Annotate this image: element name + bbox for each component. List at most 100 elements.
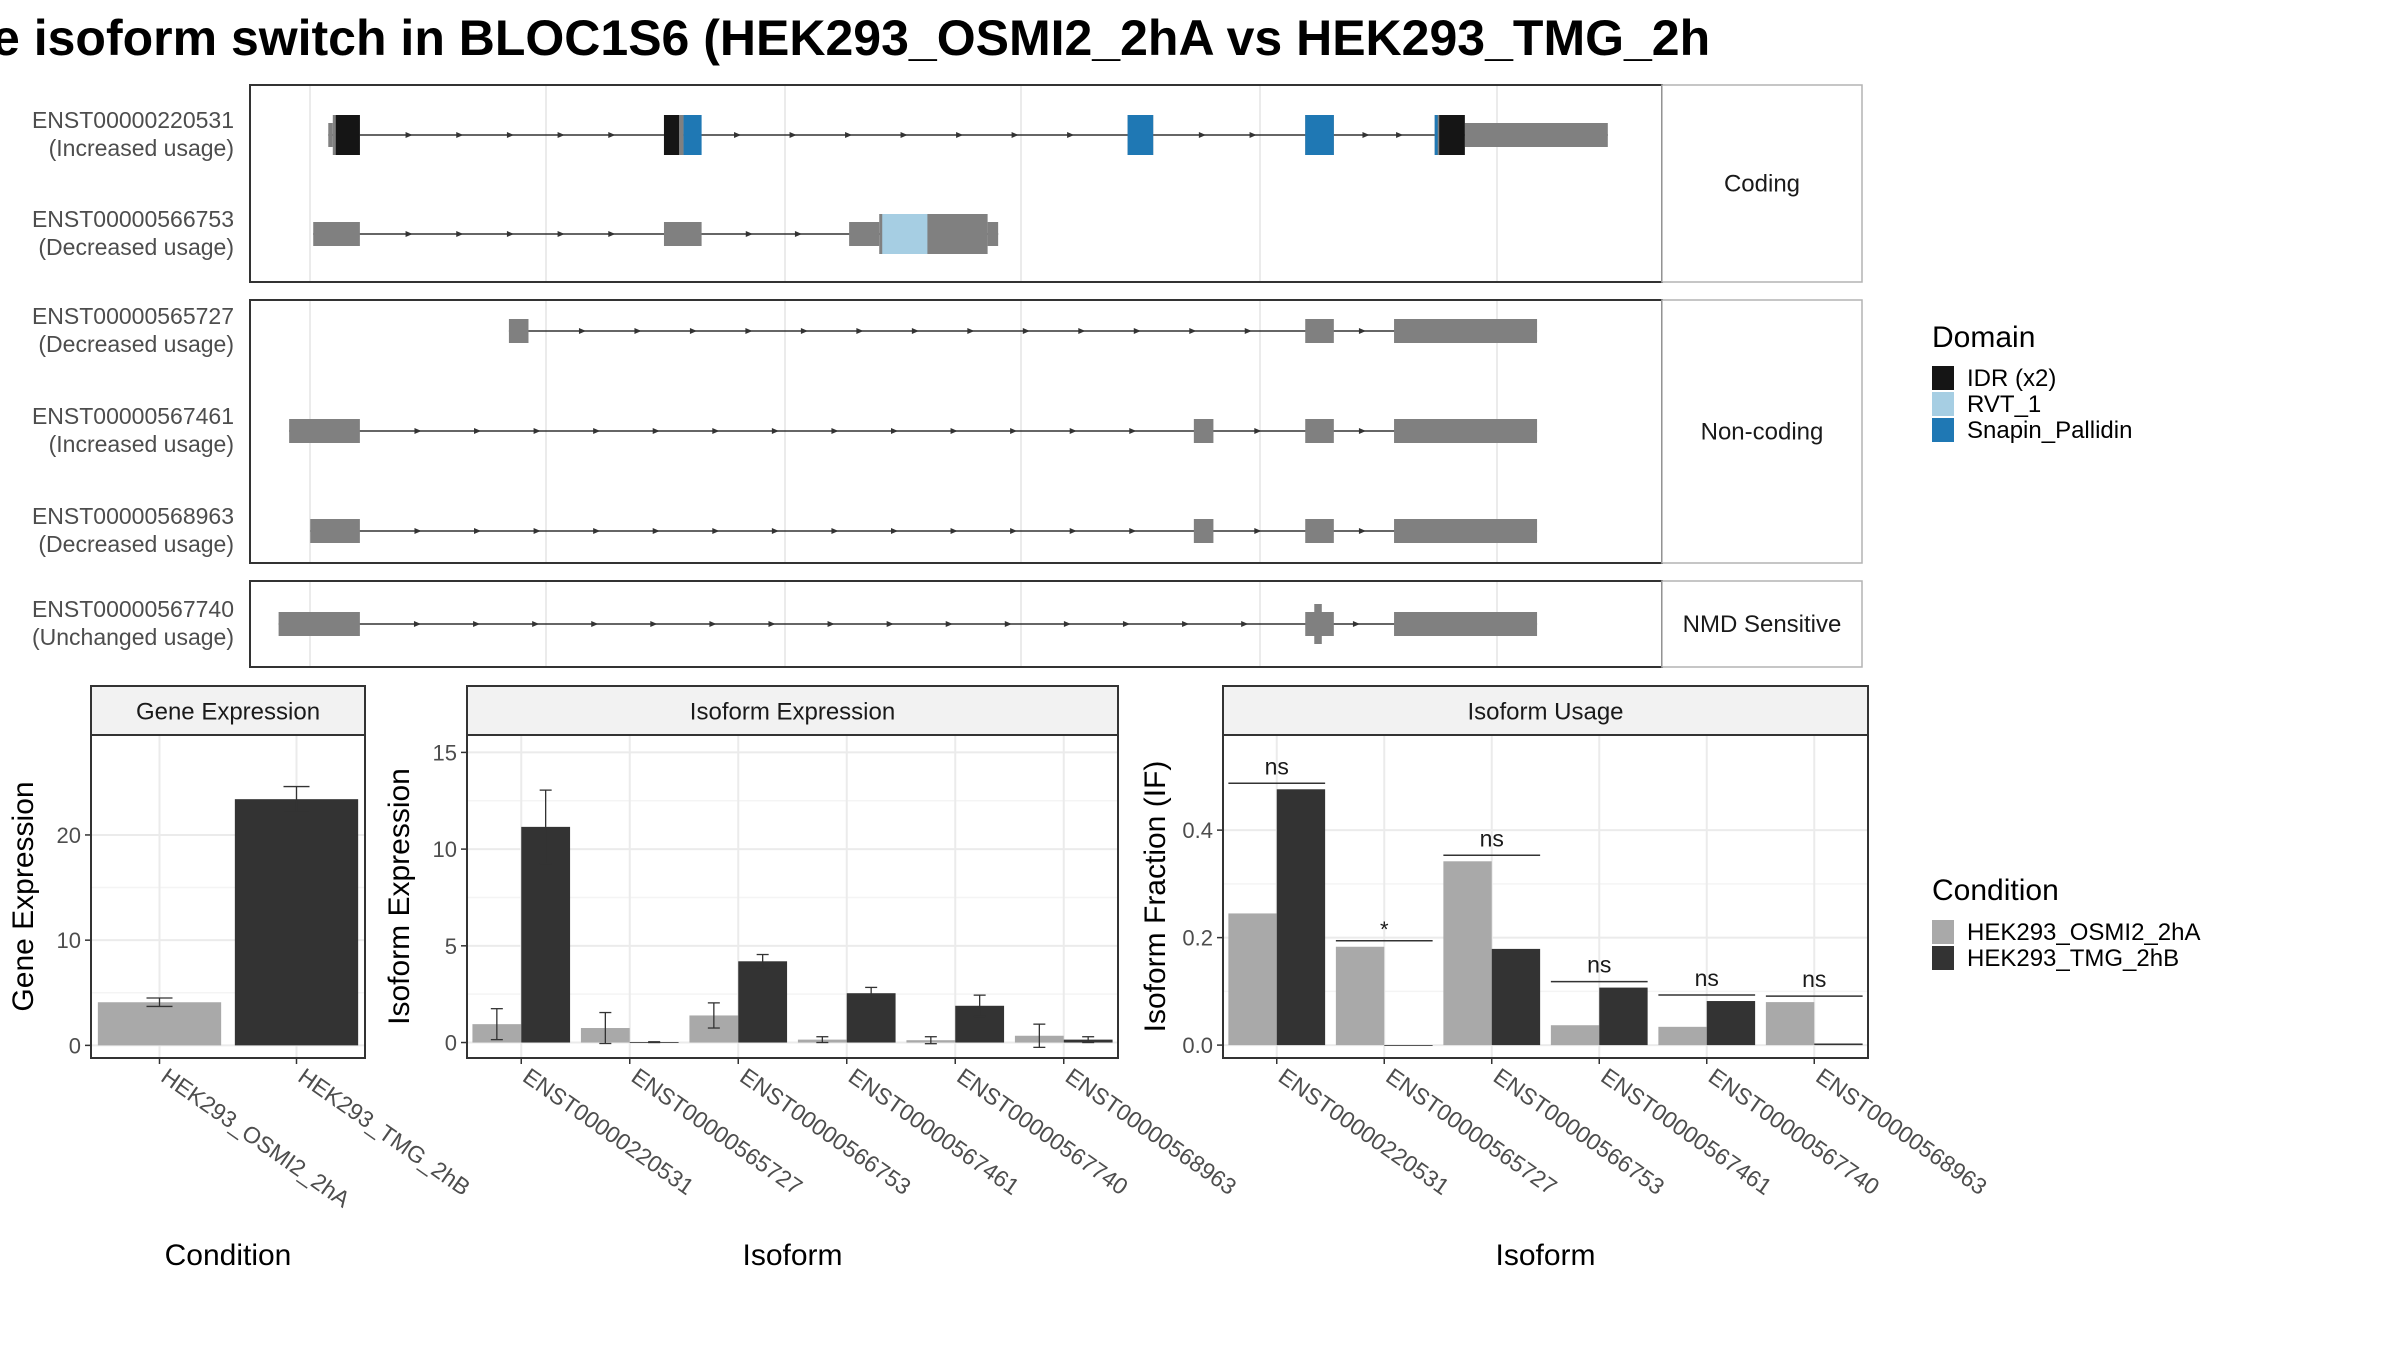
structure-panel: Non-coding ENST00000565727(Decreased usag… — [32, 299, 1863, 564]
direction-arrow — [456, 231, 464, 237]
bar — [1491, 948, 1541, 1046]
direction-arrow — [1352, 621, 1360, 627]
bar — [1658, 1026, 1707, 1046]
utr-exon — [1394, 419, 1538, 443]
significance-label: ns — [1695, 965, 1719, 991]
strip-label: Coding — [1724, 171, 1800, 198]
domain-block — [335, 115, 360, 155]
legend-label: IDR (x2) — [1967, 365, 2056, 392]
bar — [97, 1002, 222, 1046]
direction-arrow — [831, 428, 839, 434]
direction-arrow — [533, 428, 541, 434]
direction-arrow — [1063, 621, 1071, 627]
utr-exon — [1305, 319, 1334, 343]
domain-block — [882, 214, 928, 254]
significance-label: ns — [1802, 966, 1826, 992]
direction-arrow — [1133, 328, 1141, 334]
direction-arrow — [967, 328, 975, 334]
y-axis-title: Gene Expression — [7, 781, 40, 1011]
legend-swatch — [1932, 946, 1954, 970]
utr-exon — [278, 612, 360, 636]
direction-arrow — [1022, 328, 1030, 334]
strip-box — [1661, 299, 1863, 564]
utr-exon — [289, 419, 360, 443]
strip-box — [1661, 84, 1863, 283]
direction-arrow — [712, 428, 720, 434]
utr-exon — [310, 519, 360, 543]
direction-arrow — [886, 621, 894, 627]
legend-swatch — [1932, 366, 1954, 390]
direction-arrow — [771, 428, 779, 434]
direction-arrow — [1067, 132, 1075, 138]
direction-arrow — [533, 528, 541, 534]
direction-arrow — [845, 132, 853, 138]
domain-block — [1127, 115, 1154, 155]
utr-exon — [1193, 419, 1214, 443]
utr-exon — [1305, 519, 1334, 543]
y-tick-label: 15 — [433, 740, 457, 765]
panel-title: Gene Expression — [136, 699, 320, 726]
y-axis-title: Isoform Fraction (IF) — [1139, 761, 1172, 1033]
significance-label: * — [1380, 917, 1389, 942]
utr-exon — [663, 222, 702, 246]
direction-arrow — [1249, 132, 1257, 138]
domain-block — [1305, 115, 1334, 155]
direction-arrow — [1189, 328, 1197, 334]
bar — [738, 961, 788, 1043]
domain-block — [1434, 115, 1438, 155]
direction-arrow — [745, 328, 753, 334]
structure-panel: NMD Sensitive ENST00000567740(Unchanged u… — [32, 580, 1863, 668]
transcript-usage: (Increased usage) — [49, 431, 234, 457]
direction-arrow — [891, 528, 899, 534]
significance-label: ns — [1480, 825, 1504, 851]
utr-exon — [508, 319, 529, 343]
y-tick-label: 0 — [69, 1033, 81, 1058]
direction-arrow — [1182, 621, 1190, 627]
direction-arrow — [1241, 621, 1249, 627]
direction-arrow — [634, 328, 642, 334]
direction-arrow — [1358, 328, 1366, 334]
transcript-track: ENST00000566753(Decreased usage) — [32, 206, 999, 260]
utr-exon — [1394, 612, 1538, 636]
direction-arrow — [474, 428, 482, 434]
direction-arrow — [1122, 621, 1130, 627]
direction-arrow — [1010, 528, 1018, 534]
direction-arrow — [608, 132, 616, 138]
direction-arrow — [1396, 132, 1404, 138]
direction-arrow — [506, 132, 514, 138]
strip-label: Non-coding — [1701, 419, 1824, 446]
transcript-usage: (Unchanged usage) — [32, 624, 234, 650]
direction-arrow — [652, 428, 660, 434]
significance-label: ns — [1265, 753, 1289, 779]
direction-arrow — [831, 528, 839, 534]
strip-box — [466, 685, 1119, 736]
direction-arrow — [593, 428, 601, 434]
direction-arrow — [608, 231, 616, 237]
direction-arrow — [911, 328, 919, 334]
transcript-id: ENST00000565727 — [32, 303, 234, 329]
bar — [1335, 946, 1385, 1046]
direction-arrow — [950, 528, 958, 534]
bar — [1814, 1043, 1863, 1046]
bar — [846, 993, 896, 1043]
x-tick-label: ENST00000568963 — [1061, 1063, 1241, 1200]
direction-arrow — [405, 132, 413, 138]
direction-arrow — [506, 231, 514, 237]
bar — [1599, 987, 1648, 1046]
figure-title: e isoform switch in BLOC1S6 (HEK293_OSMI… — [0, 10, 1710, 66]
utr-exon — [328, 123, 333, 147]
direction-arrow — [1244, 328, 1252, 334]
direction-arrow — [532, 621, 540, 627]
direction-arrow — [456, 132, 464, 138]
transcript-usage: (Increased usage) — [49, 135, 234, 161]
utr-exon — [1394, 319, 1538, 343]
direction-arrow — [827, 621, 835, 627]
direction-arrow — [1254, 528, 1262, 534]
legend-label: RVT_1 — [1967, 391, 2041, 418]
bar — [1228, 913, 1277, 1046]
transcript-track: ENST00000565727(Decreased usage) — [32, 303, 1538, 357]
